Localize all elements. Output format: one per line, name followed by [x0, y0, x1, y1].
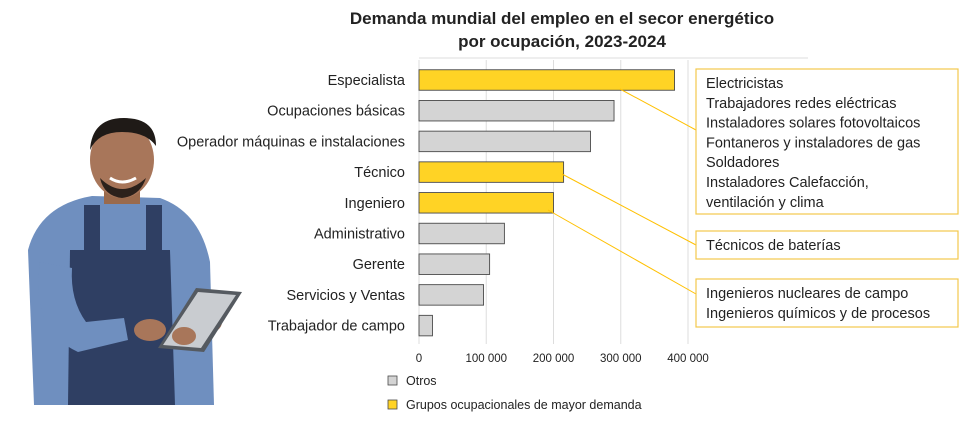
x-tick-label: 200 000	[533, 353, 575, 365]
x-tick-label: 0	[416, 353, 422, 365]
category-label: Administrativo	[314, 227, 405, 243]
category-label: Operador máquinas e instalaciones	[177, 134, 405, 150]
category-label: Trabajador de campo	[268, 319, 405, 335]
category-label: Técnico	[354, 165, 405, 181]
callout-text: Electricistas	[706, 76, 783, 92]
chart-title-line-1: Demanda mundial del empleo en el secor e…	[350, 9, 774, 28]
bar-7	[418, 284, 485, 306]
bar-2	[418, 130, 591, 153]
chart-title-line-2: por ocupación, 2023-2024	[458, 32, 666, 51]
callout-text: Ingenieros químicos y de procesos	[706, 306, 930, 322]
callout-text: Trabajadores redes eléctricas	[706, 96, 896, 112]
callout-text: Técnicos de baterías	[706, 238, 841, 254]
leader-line-2	[547, 209, 697, 295]
callout-text: Ingenieros nucleares de campo	[706, 286, 908, 302]
chart-title: Demanda mundial del empleo en el secor e…	[350, 9, 774, 51]
category-label: Ocupaciones básicas	[267, 104, 405, 120]
category-labels: Especialista Ocupaciones básicas Operador …	[177, 73, 406, 335]
bar-8	[418, 314, 433, 337]
leader-line-1	[561, 173, 697, 246]
leader-lines	[547, 88, 697, 295]
bar-4	[418, 192, 554, 214]
bar-1	[418, 99, 615, 122]
bar-5	[418, 222, 505, 245]
callout-text: ventilación y clima	[706, 195, 825, 211]
x-axis-ticks: 0 100 000 200 000 300 000 400 000	[416, 353, 709, 365]
bars	[418, 69, 676, 337]
callout-text: Instaladores Calefacción,	[706, 175, 869, 191]
category-label: Ingeniero	[345, 196, 405, 212]
callout-text: Soldadores	[706, 155, 779, 171]
x-tick-label: 400 000	[667, 353, 709, 365]
legend-label-high: Grupos ocupacionales de mayor demanda	[406, 398, 642, 412]
callouts: Electricistas Trabajadores redes eléctric…	[695, 68, 959, 328]
worker-with-tablet-icon	[28, 118, 242, 405]
bar-3	[418, 161, 565, 183]
callout-box-2	[695, 278, 959, 328]
x-tick-label: 100 000	[465, 353, 507, 365]
callout-text: Fontaneros y instaladores de gas	[706, 135, 920, 151]
category-label: Gerente	[353, 257, 405, 273]
category-label: Especialista	[328, 73, 406, 89]
category-label: Servicios y Ventas	[287, 288, 405, 304]
legend: Otros Grupos ocupacionales de mayor deman…	[387, 374, 642, 412]
callout-text: Instaladores solares fotovoltaicos	[706, 116, 920, 132]
legend-label-other: Otros	[406, 374, 437, 388]
leader-line-0	[619, 88, 697, 131]
callout-box-1	[695, 230, 959, 260]
bar-6	[418, 253, 491, 275]
legend-swatch-other	[387, 375, 398, 386]
x-tick-label: 300 000	[600, 353, 642, 365]
bar-0	[418, 69, 676, 91]
legend-swatch-high	[387, 399, 398, 410]
callout-box-0	[695, 68, 959, 215]
